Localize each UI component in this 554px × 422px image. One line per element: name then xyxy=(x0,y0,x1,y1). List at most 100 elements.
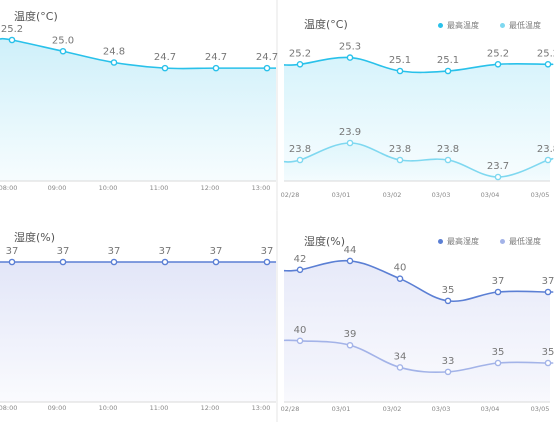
data-point xyxy=(110,59,118,66)
data-point xyxy=(494,359,502,367)
data-point xyxy=(161,64,169,72)
data-label: 37 xyxy=(210,246,223,257)
x-tick-label: 03/02 xyxy=(383,191,402,199)
data-label: 40 xyxy=(394,263,407,274)
data-point xyxy=(212,258,220,266)
x-tick-label: 02/28 xyxy=(281,405,300,413)
data-label: 25.2 xyxy=(487,48,509,59)
chart-title: 温度(°C) xyxy=(14,10,58,23)
data-label: 24.7 xyxy=(154,52,176,63)
data-label: 35 xyxy=(542,347,554,358)
data-point xyxy=(346,341,354,349)
data-label: 35 xyxy=(492,347,505,358)
area-fill xyxy=(284,340,553,402)
x-tick-label: 03/01 xyxy=(332,405,351,413)
data-label: 37 xyxy=(492,276,505,287)
legend-item-min-humidity: 最低湿度 xyxy=(500,236,541,247)
data-label: 42 xyxy=(294,254,307,265)
data-point xyxy=(296,266,304,274)
x-tick-label: 03/03 xyxy=(432,405,451,413)
data-point xyxy=(59,47,67,55)
x-tick-label: 03/05 xyxy=(531,405,550,413)
x-tick-label: 03/03 xyxy=(432,191,451,199)
data-label: 37 xyxy=(159,246,172,257)
x-tick-label: 10:00 xyxy=(99,404,118,412)
data-point xyxy=(8,258,16,266)
area-fill xyxy=(284,143,553,181)
hourly-temperature-plot: 25.2 25.0 24.8 24.7 24.7 24.7 08:00 09:00 10:00 1… xyxy=(0,24,278,192)
chart-title: 湿度(%) xyxy=(14,231,56,244)
data-label: 37 xyxy=(57,246,70,257)
daily-humidity-chart: 湿度(%) 最高湿度 最低湿度 42 44 40 35 37 37 40 39 34 33 35 35… xyxy=(278,211,554,422)
x-tick-label: 11:00 xyxy=(150,184,169,192)
data-label: 25.1 xyxy=(437,55,459,66)
x-tick-label: 03/02 xyxy=(383,405,402,413)
chart-title: 温度(°C) xyxy=(304,18,348,31)
data-point xyxy=(396,364,404,371)
data-label: 23.7 xyxy=(487,161,509,172)
data-point xyxy=(396,275,404,282)
legend-dot xyxy=(500,239,505,244)
legend-item-min-temp: 最低温度 xyxy=(500,20,541,31)
daily-humidity-plot: 42 44 40 35 37 37 40 39 34 33 35 35 02/28 03/01 03/02 0… xyxy=(281,245,554,413)
data-point xyxy=(444,368,452,376)
data-point xyxy=(296,61,304,68)
area-fill xyxy=(0,38,276,182)
legend-label: 最高温度 xyxy=(447,21,479,30)
data-point xyxy=(346,257,354,265)
x-tick-label: 09:00 xyxy=(48,404,67,412)
data-point xyxy=(494,288,502,296)
data-label: 25.2 xyxy=(289,48,311,59)
data-point xyxy=(296,337,304,345)
data-point xyxy=(263,64,271,72)
data-point xyxy=(494,61,502,68)
x-tick-label: 12:00 xyxy=(201,404,220,412)
data-point xyxy=(444,297,452,305)
data-point xyxy=(8,36,16,44)
x-tick-label: 12:00 xyxy=(201,184,220,192)
data-point xyxy=(396,67,404,75)
legend-dot xyxy=(438,239,443,244)
data-label: 23.8 xyxy=(289,144,311,155)
data-point xyxy=(494,173,502,181)
x-tick-label: 13:00 xyxy=(252,184,271,192)
data-point xyxy=(110,258,118,266)
legend-dot xyxy=(500,23,505,28)
x-tick-label: 13:00 xyxy=(252,404,271,412)
x-tick-label: 03/01 xyxy=(332,191,351,199)
data-point xyxy=(346,54,354,61)
chart-title: 湿度(%) xyxy=(304,235,346,248)
data-point xyxy=(59,258,67,266)
data-point xyxy=(161,258,169,266)
data-point xyxy=(212,64,220,72)
data-label: 23.8 xyxy=(389,144,411,155)
data-label: 37 xyxy=(108,246,121,257)
legend-item-max-temp: 最高温度 xyxy=(438,20,479,31)
legend-dot xyxy=(438,23,443,28)
hourly-humidity-chart: 湿度(%) 37 37 37 37 37 37 08:00 09:00 10:00 11:00 12… xyxy=(0,211,276,422)
data-label: 23.9 xyxy=(339,127,361,138)
x-tick-label: 02/28 xyxy=(281,191,300,199)
x-tick-label: 08:00 xyxy=(0,184,17,192)
daily-temperature-chart: 温度(°C) 最高温度 最低温度 25.2 25.3 25.1 25.1 25.2 25.… xyxy=(278,0,554,211)
data-label: 25.1 xyxy=(389,55,411,66)
data-point xyxy=(444,67,452,75)
legend-item-max-humidity: 最高湿度 xyxy=(438,236,479,247)
area-fill xyxy=(0,262,276,402)
data-label: 34 xyxy=(394,351,407,362)
hourly-humidity-plot: 37 37 37 37 37 37 08:00 09:00 10:00 11:00 12:00 13:… xyxy=(0,246,276,412)
legend-label: 最低温度 xyxy=(509,21,541,30)
data-label: 37 xyxy=(261,246,274,257)
x-tick-label: 03/04 xyxy=(481,405,500,413)
data-point xyxy=(544,288,552,296)
data-label: 23.8 xyxy=(537,144,554,155)
x-tick-label: 11:00 xyxy=(150,404,169,412)
data-label: 25.0 xyxy=(52,35,74,46)
data-label: 40 xyxy=(294,325,307,336)
data-label: 33 xyxy=(442,356,455,367)
data-label: 24.8 xyxy=(103,47,125,58)
data-label: 24.7 xyxy=(256,52,278,63)
data-label: 25.2 xyxy=(1,24,23,35)
legend-label: 最低湿度 xyxy=(509,237,541,246)
data-point xyxy=(296,156,304,164)
